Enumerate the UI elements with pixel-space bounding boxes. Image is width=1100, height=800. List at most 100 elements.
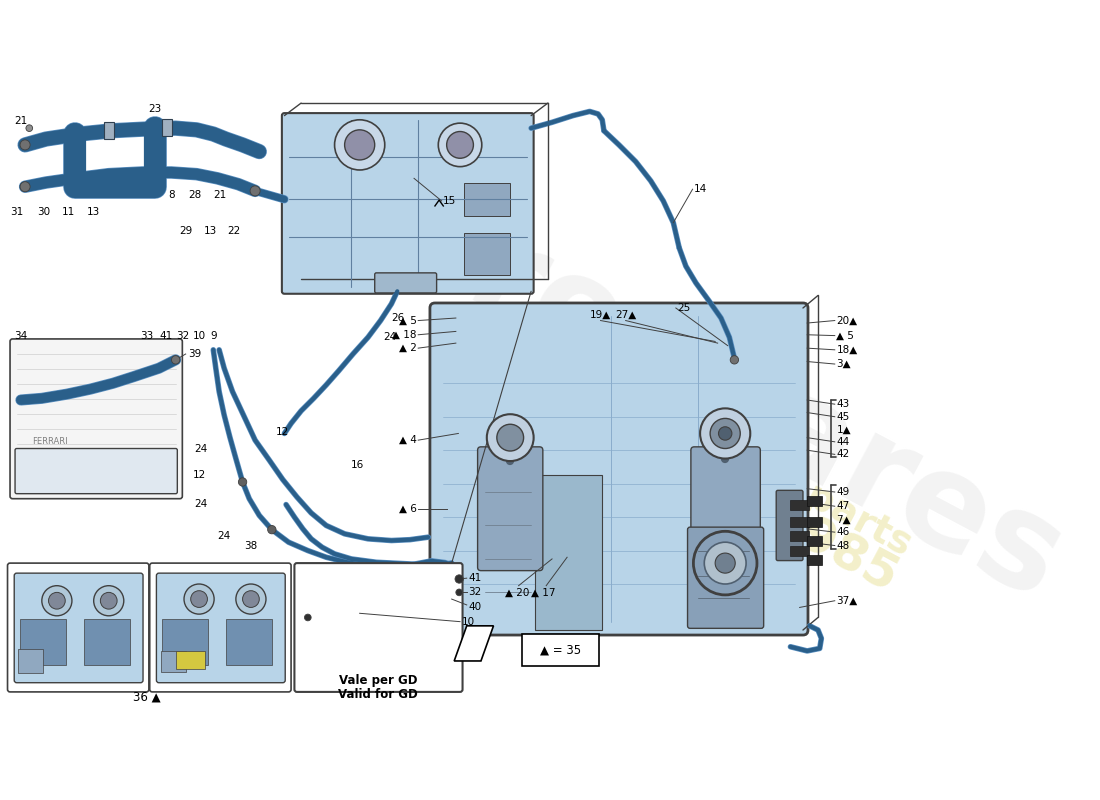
Text: ▲ 6: ▲ 6: [398, 504, 417, 514]
Text: eurospares: eurospares: [287, 123, 1085, 627]
FancyBboxPatch shape: [156, 573, 285, 682]
Bar: [19, 650, 44, 673]
FancyBboxPatch shape: [430, 303, 808, 635]
FancyBboxPatch shape: [15, 449, 177, 494]
Bar: [226, 619, 272, 665]
Text: ▲ 4: ▲ 4: [398, 435, 417, 445]
Bar: [163, 119, 173, 136]
Bar: [161, 651, 186, 672]
Bar: [791, 546, 808, 557]
Circle shape: [711, 418, 740, 449]
Text: 41: 41: [160, 330, 173, 341]
Text: 33: 33: [140, 330, 153, 341]
FancyBboxPatch shape: [375, 273, 437, 293]
Bar: [807, 554, 822, 565]
Bar: [791, 500, 808, 510]
Bar: [77, 136, 153, 185]
Text: ▲ 18: ▲ 18: [392, 330, 417, 340]
Text: 46: 46: [836, 527, 849, 537]
Text: 38: 38: [244, 542, 257, 551]
Text: 24: 24: [194, 498, 207, 509]
Circle shape: [730, 356, 738, 364]
Text: 24: 24: [194, 443, 207, 454]
FancyBboxPatch shape: [295, 563, 462, 692]
Text: 39: 39: [188, 349, 201, 359]
Circle shape: [235, 584, 266, 614]
FancyBboxPatch shape: [688, 527, 763, 628]
Bar: [103, 122, 113, 139]
Text: Valid for GD: Valid for GD: [338, 688, 418, 701]
FancyBboxPatch shape: [777, 490, 803, 561]
Text: 11: 11: [62, 207, 75, 217]
Bar: [163, 619, 208, 665]
Circle shape: [447, 131, 473, 158]
Circle shape: [239, 478, 246, 486]
Text: 10: 10: [192, 330, 206, 341]
Text: 49: 49: [836, 487, 849, 497]
FancyBboxPatch shape: [14, 573, 143, 682]
Text: 8: 8: [168, 190, 175, 200]
Polygon shape: [454, 626, 494, 661]
Circle shape: [243, 590, 260, 607]
FancyBboxPatch shape: [477, 447, 542, 570]
Text: 37▲: 37▲: [836, 596, 858, 606]
Text: 7▲: 7▲: [836, 514, 851, 525]
Text: 18▲: 18▲: [836, 345, 858, 355]
Circle shape: [94, 586, 124, 616]
Text: 30: 30: [37, 207, 51, 217]
Text: since 1985: since 1985: [616, 417, 906, 601]
Text: 41: 41: [469, 573, 482, 583]
Circle shape: [438, 123, 482, 166]
Text: 10: 10: [462, 617, 475, 626]
Circle shape: [700, 408, 750, 458]
Text: 1▲: 1▲: [836, 424, 851, 434]
Text: 13: 13: [87, 207, 100, 217]
Circle shape: [455, 575, 463, 583]
Text: 44: 44: [836, 437, 849, 447]
Text: 24: 24: [383, 332, 396, 342]
Text: 24: 24: [218, 530, 231, 541]
Text: 21: 21: [14, 117, 28, 126]
Text: 22: 22: [228, 226, 241, 236]
FancyBboxPatch shape: [691, 447, 760, 570]
Circle shape: [718, 426, 732, 440]
Bar: [807, 496, 822, 506]
Circle shape: [715, 553, 735, 573]
Text: 45: 45: [836, 412, 849, 422]
Text: a passion for parts: a passion for parts: [537, 337, 918, 564]
Circle shape: [42, 586, 72, 616]
Text: 23: 23: [148, 104, 162, 114]
Bar: [807, 535, 822, 546]
Circle shape: [250, 186, 260, 196]
Bar: [791, 531, 808, 542]
Circle shape: [20, 182, 30, 192]
Circle shape: [184, 584, 214, 614]
Text: 19▲: 19▲: [590, 310, 612, 320]
Text: 14: 14: [694, 184, 707, 194]
Text: 48: 48: [836, 541, 849, 550]
Circle shape: [704, 542, 746, 584]
Bar: [464, 233, 510, 274]
Circle shape: [455, 589, 462, 596]
Text: ▲ 17: ▲ 17: [531, 587, 556, 598]
Bar: [84, 619, 130, 665]
Bar: [791, 517, 808, 527]
Text: 3▲: 3▲: [836, 359, 851, 369]
Circle shape: [100, 592, 117, 609]
FancyBboxPatch shape: [8, 563, 148, 692]
Bar: [176, 651, 205, 670]
Text: ▲ 20: ▲ 20: [505, 587, 529, 598]
Text: ▲ 2: ▲ 2: [398, 343, 417, 353]
Text: 43: 43: [836, 399, 849, 409]
Text: 16: 16: [351, 460, 364, 470]
Text: 12: 12: [276, 426, 289, 437]
Text: 20▲: 20▲: [836, 315, 858, 326]
Text: 27▲: 27▲: [615, 310, 636, 320]
Circle shape: [20, 140, 30, 150]
Text: 9: 9: [211, 330, 218, 341]
Text: Vale per GD: Vale per GD: [339, 674, 417, 686]
Circle shape: [305, 614, 311, 621]
Text: 32: 32: [176, 330, 189, 341]
Text: 26: 26: [392, 313, 405, 323]
Text: 12: 12: [192, 470, 206, 480]
